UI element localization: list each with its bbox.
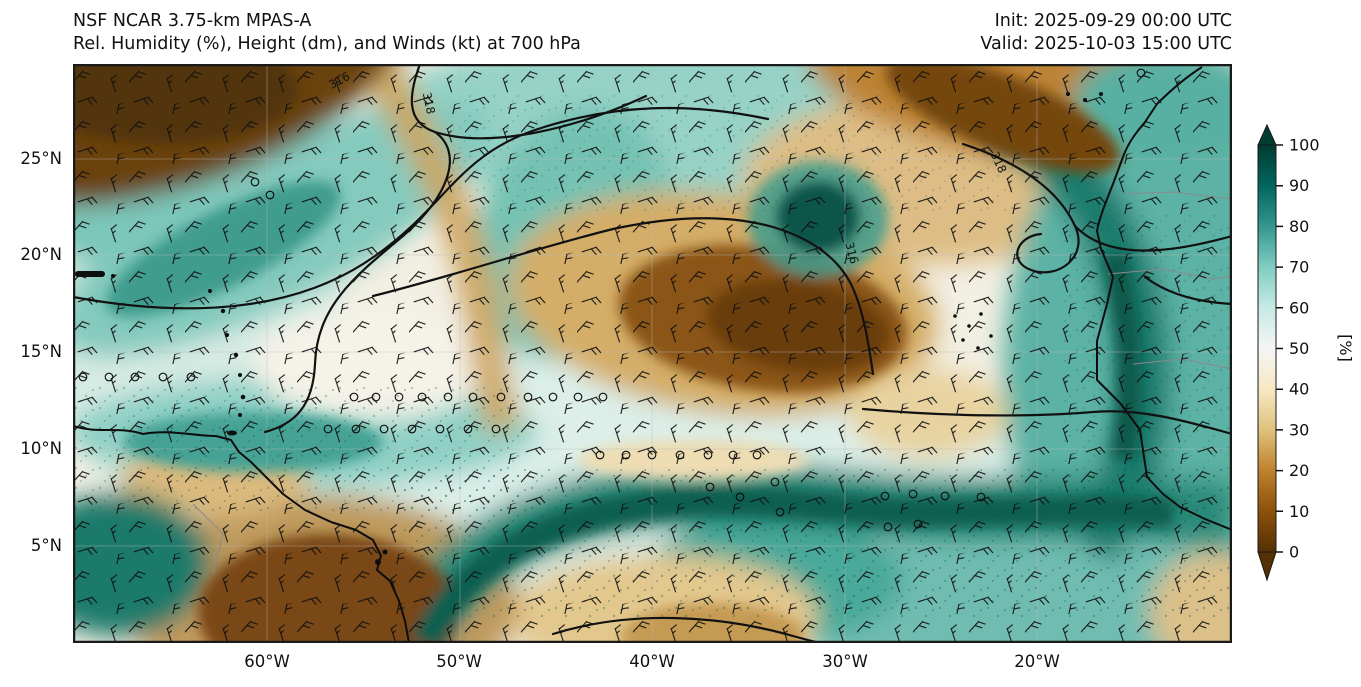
colorbar-tick-label: 80 bbox=[1289, 217, 1309, 236]
colorbar: 100 90 80 70 60 50 40 30 20 10 0 [%] bbox=[1243, 113, 1358, 593]
colorbar-extend-max-arrow bbox=[1257, 123, 1277, 146]
colorbar-tick-label: 30 bbox=[1289, 420, 1309, 439]
model-title: NSF NCAR 3.75-km MPAS-A bbox=[73, 11, 312, 31]
lat-axis-label-25n: 25°N bbox=[20, 149, 62, 168]
colorbar-tick-label: 90 bbox=[1289, 176, 1309, 195]
lat-axis-label-5n: 5°N bbox=[30, 536, 62, 555]
colorbar-ticks bbox=[1276, 144, 1283, 553]
colorbar-gradient bbox=[1257, 144, 1277, 553]
lon-axis-label-20w: 20°W bbox=[1014, 652, 1060, 671]
colorbar-unit-label: [%] bbox=[1336, 334, 1355, 362]
lat-axis-label-15n: 15°N bbox=[20, 342, 62, 361]
init-time: Init: 2025-09-29 00:00 UTC bbox=[994, 11, 1232, 31]
lon-axis-label-50w: 50°W bbox=[436, 652, 482, 671]
colorbar-tick-label: 100 bbox=[1289, 136, 1320, 155]
lat-axis-label-10n: 10°N bbox=[20, 439, 62, 458]
colorbar-tick-label: 0 bbox=[1289, 543, 1299, 562]
colorbar-tick-label: 50 bbox=[1289, 339, 1309, 358]
colorbar-tick-label: 20 bbox=[1289, 461, 1309, 480]
lon-axis-label-60w: 60°W bbox=[244, 652, 290, 671]
colorbar-tick-labels: 100 90 80 70 60 50 40 30 20 10 0 bbox=[1289, 136, 1320, 562]
field-title: Rel. Humidity (%), Height (dm), and Wind… bbox=[73, 34, 581, 54]
lon-axis-label-40w: 40°W bbox=[629, 652, 675, 671]
map-plot-svg: 316 318 316 318 bbox=[73, 64, 1232, 643]
colorbar-tick-label: 60 bbox=[1289, 298, 1309, 317]
colorbar-tick-label: 10 bbox=[1289, 502, 1309, 521]
lat-axis-label-20n: 20°N bbox=[20, 245, 62, 264]
colorbar-svg: 100 90 80 70 60 50 40 30 20 10 0 [%] bbox=[1257, 123, 1355, 582]
map-frame bbox=[73, 64, 1232, 643]
colorbar-extend-min-arrow bbox=[1257, 551, 1277, 582]
valid-time: Valid: 2025-10-03 15:00 UTC bbox=[980, 34, 1232, 54]
lon-axis-label-30w: 30°W bbox=[822, 652, 868, 671]
map-plot-area: 316 318 316 318 bbox=[73, 64, 1232, 643]
colorbar-tick-label: 40 bbox=[1289, 380, 1309, 399]
wind-barbs-layer bbox=[73, 64, 1232, 643]
colorbar-tick-label: 70 bbox=[1289, 258, 1309, 277]
